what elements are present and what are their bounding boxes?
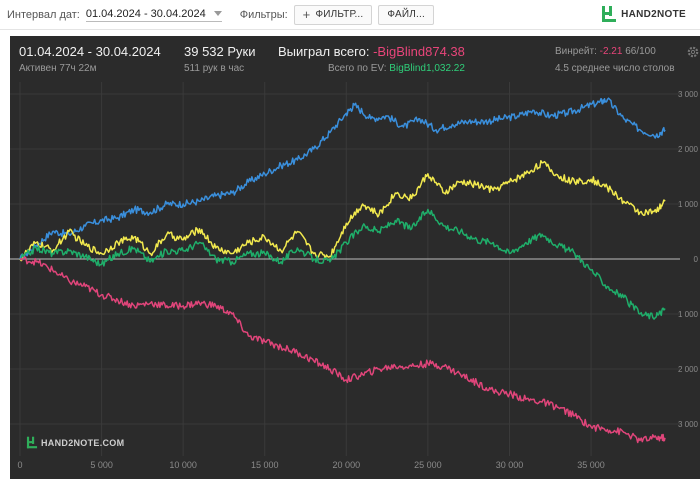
green-series-line xyxy=(19,208,666,320)
date-range-select[interactable]: 01.04.2024 - 30.04.2024 xyxy=(85,7,222,22)
active-time: Активен 77ч 22м xyxy=(19,63,97,74)
ev-value: BigBlind1,032.22 xyxy=(389,63,465,74)
gear-icon[interactable] xyxy=(686,45,700,59)
winrate-value: -2.21 xyxy=(599,46,623,57)
file-button[interactable]: ФАЙЛ... xyxy=(378,4,434,25)
x-tick-label: 20 000 xyxy=(333,460,361,470)
period: 01.04.2024 - 30.04.2024 xyxy=(19,44,161,59)
x-tick-label: 15 000 xyxy=(251,460,279,470)
chart-lines xyxy=(19,97,666,444)
blue-series-line xyxy=(19,97,666,260)
y-tick-label: 1 000 xyxy=(678,310,699,319)
hands-count: 39 532 Руки xyxy=(184,44,256,59)
winrate-label: Винрейт: xyxy=(555,46,597,57)
won-total: Выиграл всего: -BigBlind874.38 xyxy=(278,44,465,59)
y-tick-label: 1 000 xyxy=(678,200,699,209)
x-tick-label: 25 000 xyxy=(414,460,442,470)
add-filter-button[interactable]: + ФИЛЬТР... xyxy=(293,4,373,25)
x-tick-label: 35 000 xyxy=(577,460,605,470)
toolbar: Интервал дат: 01.04.2024 - 30.04.2024 Фи… xyxy=(0,0,700,30)
watermark-text: HAND2NOTE.COM xyxy=(41,437,125,448)
winrate: Винрейт: -2.21 66/100 xyxy=(555,46,656,57)
x-tick-label: 5 000 xyxy=(90,460,113,470)
add-filter-label: ФИЛЬТР... xyxy=(315,9,364,20)
filters-label: Фильтры: xyxy=(239,8,288,21)
y-tick-label: 3 000 xyxy=(678,420,699,429)
x-tick-label: 10 000 xyxy=(169,460,197,470)
chart-grid xyxy=(10,82,680,456)
won-value: -BigBlind874.38 xyxy=(373,44,465,59)
x-tick-label: 0 xyxy=(17,460,22,470)
hand2note-watermark-icon xyxy=(26,436,38,449)
hands-per-hour: 511 рук в час xyxy=(184,63,245,74)
profit-chart: 0 5 000 10 000 15 000 20 000 25 000 30 000 35 0… xyxy=(10,82,699,470)
plus-icon: + xyxy=(302,7,311,22)
y-tick-label: 2 000 xyxy=(678,145,699,154)
winrate-rest: 66/100 xyxy=(625,46,656,57)
chart-watermark: HAND2NOTE.COM xyxy=(26,436,124,449)
y-tick-label: 0 xyxy=(694,255,699,264)
chart-ticks: 0 5 000 10 000 15 000 20 000 25 000 30 000 35 0… xyxy=(17,90,698,470)
ev-total: Всего по EV: BigBlind1,032.22 xyxy=(328,63,465,74)
date-range-value: 01.04.2024 - 30.04.2024 xyxy=(85,7,206,20)
avg-tables: 4.5 среднее число столов xyxy=(555,63,675,74)
yellow-series-line xyxy=(19,160,666,262)
brand-logo: HAND2NOTE xyxy=(601,5,686,23)
y-tick-label: 3 000 xyxy=(678,90,699,99)
chevron-down-icon xyxy=(213,11,222,16)
red-series-line xyxy=(19,256,666,444)
x-tick-label: 30 000 xyxy=(496,460,524,470)
y-tick-label: 2 000 xyxy=(678,365,699,374)
graph-panel: 01.04.2024 - 30.04.2024 Активен 77ч 22м … xyxy=(10,36,700,479)
brand-name: HAND2NOTE xyxy=(621,8,686,20)
ev-label: Всего по EV: xyxy=(328,63,387,74)
file-button-label: ФАЙЛ... xyxy=(387,9,425,20)
summary-header: 01.04.2024 - 30.04.2024 Активен 77ч 22м … xyxy=(10,36,700,82)
date-label: Интервал дат: xyxy=(7,8,80,21)
won-label: Выиграл всего: xyxy=(278,44,370,59)
hand2note-logo-icon xyxy=(602,6,617,22)
